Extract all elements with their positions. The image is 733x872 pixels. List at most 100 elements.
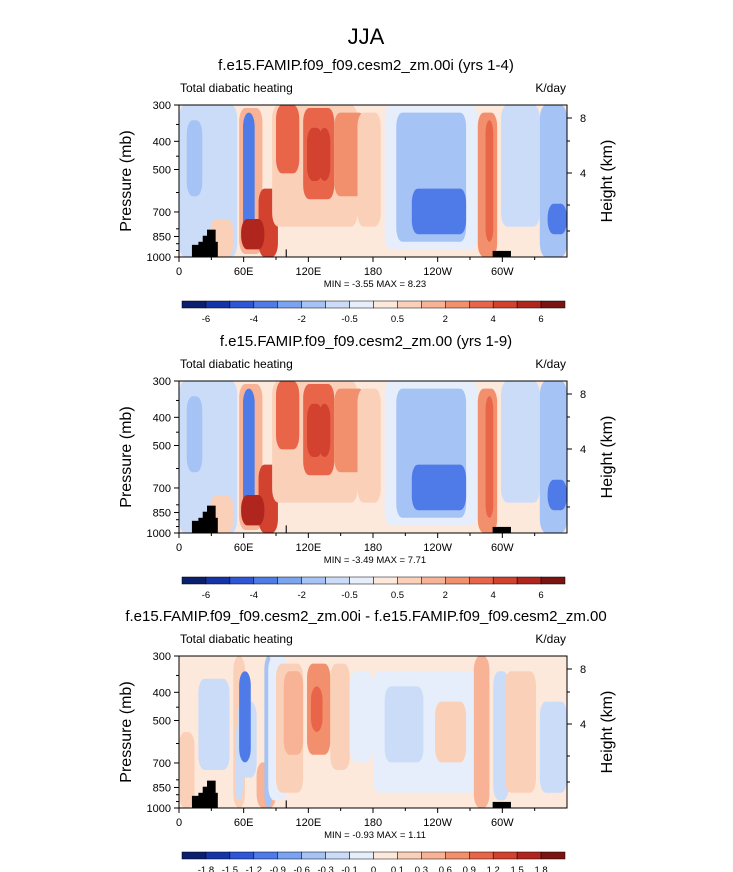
topography-block: [285, 249, 287, 257]
colorbar-box: [540, 576, 566, 585]
contour-region: [283, 671, 304, 755]
contour-region: [241, 495, 265, 526]
contour-region: [198, 678, 230, 770]
pressure-tick-label: 500: [153, 440, 171, 452]
topography-block: [492, 526, 511, 533]
height-tick-label: 4: [580, 444, 586, 456]
contour-region: [501, 381, 540, 503]
colorbar-label: 0.1: [391, 865, 404, 872]
topography-block: [191, 244, 203, 257]
left-label: Total diabatic heating: [180, 81, 293, 95]
pressure-tick-label: 700: [153, 207, 171, 219]
lon-tick-label: 120W: [423, 817, 452, 829]
colorbar-box: [421, 576, 446, 585]
lon-tick-label: 0: [176, 542, 182, 554]
height-axis-label: Height (km): [599, 140, 616, 223]
height-tick-label: 8: [580, 664, 586, 676]
colorbar-box: [445, 851, 470, 860]
contour-region: [241, 219, 265, 250]
lon-tick-label: 180: [364, 266, 382, 278]
lon-tick-label: 60W: [491, 817, 514, 829]
panel-title: f.e15.FAMIP.f09_f09.cesm2_zm.00i - f.e15…: [125, 608, 606, 625]
colorbar-box: [540, 851, 566, 860]
pressure-axis-label: Pressure (mb): [118, 130, 135, 231]
colorbar-label: -4: [250, 314, 258, 325]
colorbar-label: -2: [297, 314, 305, 325]
topography-block: [198, 792, 218, 808]
topography-block: [198, 517, 218, 533]
contour-field: [179, 381, 567, 533]
pressure-axis-label: Pressure (mb): [118, 406, 135, 507]
pressure-tick-label: 1000: [147, 252, 171, 264]
panels: f.e15.FAMIP.f09_f09.cesm2_zm.00i (yrs 1-…: [118, 57, 616, 872]
colorbar-box: [349, 576, 374, 585]
colorbar-label: -0.3: [317, 865, 333, 872]
colorbar-box: [181, 576, 207, 585]
topography: [191, 505, 511, 533]
colorbar-box: [469, 576, 494, 585]
lon-tick-label: 0: [176, 817, 182, 829]
contour-region: [547, 203, 567, 235]
height-axis-label: Height (km): [599, 691, 616, 774]
contour-region: [435, 701, 467, 763]
contour-region: [243, 388, 255, 518]
left-label: Total diabatic heating: [180, 357, 293, 371]
colorbar-label: 6: [538, 314, 543, 325]
pressure-axis-label: Pressure (mb): [118, 681, 135, 782]
lon-tick-label: 120W: [423, 266, 452, 278]
pressure-tick-label: 850: [153, 231, 171, 243]
colorbar-label: 1.8: [534, 865, 547, 872]
colorbar-box: [516, 300, 542, 309]
colorbar-label: -0.1: [341, 865, 357, 872]
panel-2: f.e15.FAMIP.f09_f09.cesm2_zm.00 (yrs 1-9…: [118, 333, 616, 601]
colorbar-box: [469, 300, 494, 309]
contour-region: [473, 656, 490, 808]
colorbar-label: -0.5: [341, 314, 357, 325]
colorbar-box: [181, 300, 207, 309]
contour-region: [384, 686, 424, 763]
colorbar-label: 0.9: [463, 865, 476, 872]
pressure-tick-label: 1000: [147, 803, 171, 815]
pressure-tick-label: 400: [153, 687, 171, 699]
topography: [191, 229, 511, 257]
contour-region: [357, 388, 381, 503]
colorbar-box: [445, 300, 470, 309]
pressure-tick-label: 300: [153, 376, 171, 388]
pressure-tick-label: 850: [153, 782, 171, 794]
panel-1: f.e15.FAMIP.f09_f09.cesm2_zm.00i (yrs 1-…: [118, 57, 616, 325]
colorbar-box: [229, 300, 255, 309]
pressure-tick-label: 700: [153, 758, 171, 770]
colorbar-label: 0: [371, 865, 376, 872]
colorbar-label: 4: [491, 590, 496, 601]
colorbar-box: [253, 576, 278, 585]
topography-block: [492, 801, 511, 808]
left-label: Total diabatic heating: [180, 632, 293, 646]
colorbar-box: [516, 576, 542, 585]
colorbar-box: [373, 851, 398, 860]
contour-region: [307, 403, 323, 457]
colorbar-box: [421, 851, 446, 860]
pressure-tick-label: 300: [153, 100, 171, 112]
colorbar-label: 0.3: [415, 865, 428, 872]
topography-block: [191, 795, 203, 808]
colorbar-label: 1.2: [487, 865, 500, 872]
colorbar-label: -1.5: [222, 865, 238, 872]
topography-block: [285, 525, 287, 533]
colorbar-box: [253, 851, 278, 860]
colorbar-label: -0.5: [341, 590, 357, 601]
contour-region: [330, 663, 350, 770]
pressure-tick-label: 500: [153, 715, 171, 727]
contour-region: [243, 112, 255, 242]
colorbar-label: -2: [297, 590, 305, 601]
lon-tick-label: 60W: [491, 542, 514, 554]
lon-tick-label: 60W: [491, 266, 514, 278]
colorbar-label: 6: [538, 590, 543, 601]
lon-tick-label: 60E: [234, 266, 254, 278]
contour-region: [501, 105, 540, 227]
contour-region: [411, 188, 467, 235]
colorbar-box: [516, 851, 542, 860]
contour-field: [179, 105, 567, 257]
min-max-stats: MIN = -3.55 MAX = 8.23: [324, 279, 426, 290]
colorbar-label: -6: [202, 314, 210, 325]
